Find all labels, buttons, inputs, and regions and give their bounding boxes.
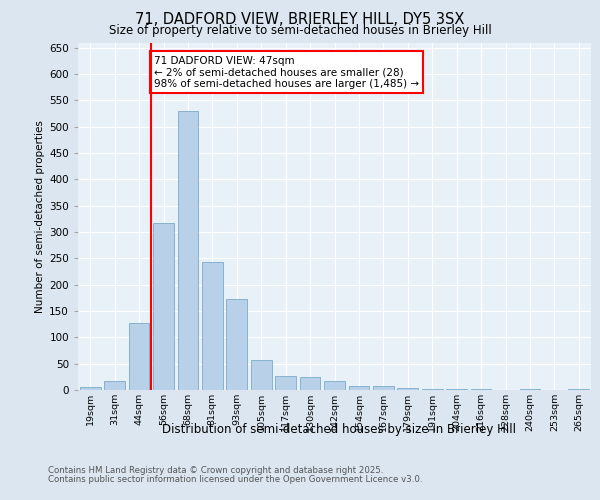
Bar	[373, 386, 394, 390]
Bar	[299, 377, 320, 390]
Text: Contains public sector information licensed under the Open Government Licence v3: Contains public sector information licen…	[48, 475, 422, 484]
Bar	[104, 380, 125, 390]
Text: 71, DADFORD VIEW, BRIERLEY HILL, DY5 3SX: 71, DADFORD VIEW, BRIERLEY HILL, DY5 3SX	[136, 12, 464, 28]
Bar	[153, 222, 174, 390]
Bar	[128, 322, 149, 390]
Bar	[80, 388, 101, 390]
Text: Size of property relative to semi-detached houses in Brierley Hill: Size of property relative to semi-detach…	[109, 24, 491, 37]
Bar	[349, 386, 370, 390]
Text: 71 DADFORD VIEW: 47sqm
← 2% of semi-detached houses are smaller (28)
98% of semi: 71 DADFORD VIEW: 47sqm ← 2% of semi-deta…	[154, 56, 419, 89]
Bar	[202, 262, 223, 390]
Text: Contains HM Land Registry data © Crown copyright and database right 2025.: Contains HM Land Registry data © Crown c…	[48, 466, 383, 475]
Bar	[422, 389, 443, 390]
Bar	[251, 360, 272, 390]
Bar	[178, 111, 199, 390]
Bar	[397, 388, 418, 390]
Text: Distribution of semi-detached houses by size in Brierley Hill: Distribution of semi-detached houses by …	[162, 422, 516, 436]
Bar	[275, 376, 296, 390]
Bar	[324, 380, 345, 390]
Bar	[226, 300, 247, 390]
Y-axis label: Number of semi-detached properties: Number of semi-detached properties	[35, 120, 45, 312]
